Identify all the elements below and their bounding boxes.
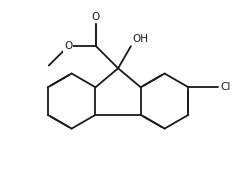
Text: O: O [92, 12, 100, 22]
Text: Cl: Cl [220, 82, 230, 92]
Text: O: O [64, 41, 72, 51]
Text: OH: OH [133, 34, 149, 44]
